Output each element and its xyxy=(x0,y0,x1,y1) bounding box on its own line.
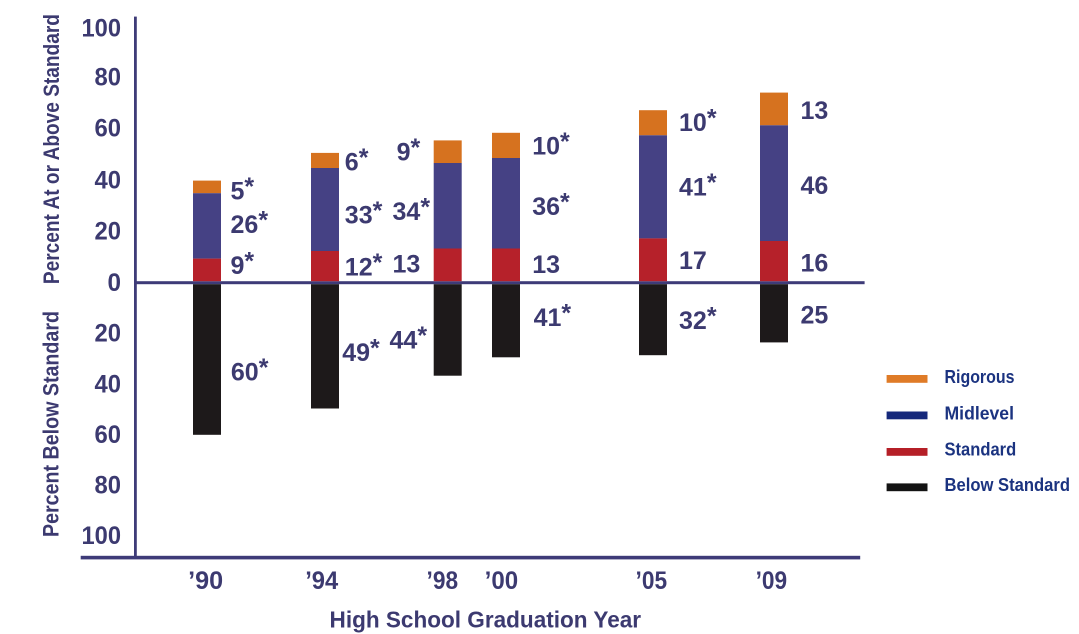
svg-text:’09: ’09 xyxy=(756,567,788,595)
svg-text:41*: 41* xyxy=(679,169,717,202)
svg-text:’00: ’00 xyxy=(485,567,519,595)
svg-text:26*: 26* xyxy=(231,207,269,240)
svg-text:41*: 41* xyxy=(534,300,572,333)
svg-text:40: 40 xyxy=(95,370,122,398)
svg-text:60: 60 xyxy=(95,421,122,449)
svg-text:32*: 32* xyxy=(679,303,717,336)
svg-text:Below Standard: Below Standard xyxy=(945,474,1071,495)
svg-text:9*: 9* xyxy=(397,134,421,167)
svg-text:Percent At or Above Standard: Percent At or Above Standard xyxy=(39,14,64,284)
svg-text:80: 80 xyxy=(95,472,122,500)
svg-text:60*: 60* xyxy=(231,354,269,387)
svg-text:33*: 33* xyxy=(345,197,383,230)
svg-text:’90: ’90 xyxy=(188,567,223,595)
svg-text:16: 16 xyxy=(801,249,829,277)
svg-text:100: 100 xyxy=(82,14,122,42)
svg-text:’98: ’98 xyxy=(427,567,459,595)
svg-text:13: 13 xyxy=(801,97,829,125)
svg-text:13: 13 xyxy=(393,250,421,278)
svg-text:44*: 44* xyxy=(390,322,428,355)
svg-text:40: 40 xyxy=(95,167,122,195)
svg-text:20: 20 xyxy=(95,320,122,348)
svg-text:10*: 10* xyxy=(679,105,717,138)
svg-text:Midlevel: Midlevel xyxy=(945,402,1015,423)
svg-text:9*: 9* xyxy=(231,247,255,280)
svg-text:49*: 49* xyxy=(342,335,380,368)
svg-text:36*: 36* xyxy=(532,188,570,221)
svg-text:20: 20 xyxy=(95,218,122,246)
svg-text:13: 13 xyxy=(532,251,560,279)
svg-text:34*: 34* xyxy=(393,193,431,226)
svg-text:’94: ’94 xyxy=(305,567,338,595)
svg-text:’05: ’05 xyxy=(636,567,668,595)
svg-text:High School Graduation Year: High School Graduation Year xyxy=(330,607,642,633)
svg-text:Standard: Standard xyxy=(945,438,1017,459)
svg-text:17: 17 xyxy=(679,247,707,275)
svg-text:12*: 12* xyxy=(345,249,383,282)
svg-text:100: 100 xyxy=(82,522,122,550)
svg-text:46: 46 xyxy=(801,172,829,200)
svg-text:60: 60 xyxy=(95,115,122,143)
svg-text:6*: 6* xyxy=(345,144,369,177)
svg-text:80: 80 xyxy=(95,64,122,92)
svg-text:Rigorous: Rigorous xyxy=(945,366,1015,387)
svg-text:Percent Below Standard: Percent Below Standard xyxy=(39,311,64,537)
svg-text:0: 0 xyxy=(108,269,122,297)
svg-text:10*: 10* xyxy=(532,128,570,161)
svg-text:25: 25 xyxy=(801,301,829,329)
svg-text:5*: 5* xyxy=(231,173,255,206)
